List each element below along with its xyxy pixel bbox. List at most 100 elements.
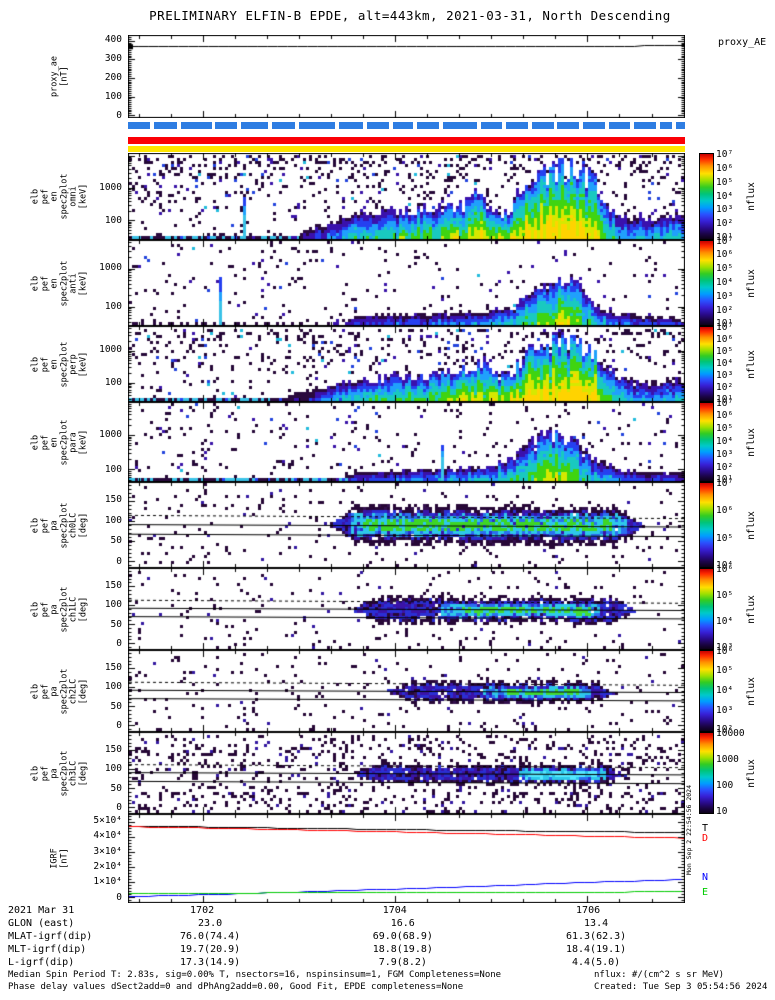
panel-canvas-en_para bbox=[128, 402, 685, 482]
colorbar-tick-label: 10⁵ bbox=[716, 423, 734, 435]
y-tick-label: 100 bbox=[104, 91, 122, 102]
colorbar-tick-label: 10⁷ bbox=[716, 477, 734, 489]
y-tick-label: 200 bbox=[104, 71, 122, 83]
y-tick-label: 0 bbox=[116, 720, 122, 732]
colorbar-tick-label: 10³ bbox=[716, 290, 734, 302]
colorbar-tick-label: 10⁵ bbox=[716, 345, 734, 357]
y-tick-label: 0 bbox=[116, 891, 122, 903]
y-tick-label: 5×10⁴ bbox=[93, 814, 122, 826]
table-row-label: GLON (east) bbox=[8, 918, 75, 929]
y-tick-label: 100 bbox=[104, 599, 122, 611]
y-tick-label: 100 bbox=[104, 763, 122, 775]
colorbar-en_perp bbox=[699, 326, 714, 402]
colorbar-tick-label: 10⁵ bbox=[716, 589, 734, 601]
availability-bar-segment bbox=[557, 122, 580, 129]
colorbar-tick-label: 10⁶ bbox=[716, 249, 734, 261]
y-tick-label: 0 bbox=[116, 638, 122, 650]
availability-bar-segment bbox=[506, 122, 528, 129]
table-row-label: MLT-igrf(dip) bbox=[8, 944, 87, 955]
y-tick-label: 100 bbox=[104, 377, 122, 388]
table-row-label: MLAT-igrf(dip) bbox=[8, 931, 93, 942]
y-tick-label: 50 bbox=[110, 618, 122, 630]
table-cell-value: 13.4 bbox=[584, 918, 609, 929]
y-tick-label: 0 bbox=[116, 802, 122, 814]
colorbar-tick-label: 10⁶ bbox=[716, 410, 734, 422]
availability-bar-segment bbox=[298, 122, 336, 129]
x-axis-tick-label: 1704 bbox=[382, 905, 407, 916]
colorbar-tick-label: 10⁴ bbox=[716, 560, 734, 572]
colorbar-unit-wrap-en_anti: nflux bbox=[744, 240, 758, 326]
y-tick-label: 50 bbox=[110, 700, 122, 712]
series-label-T: T bbox=[702, 823, 709, 835]
colorbar-tick-label: 10⁴ bbox=[716, 616, 734, 628]
x-axis-tick-label: 1706 bbox=[576, 905, 601, 916]
colorbar-tick-label: 10⁷ bbox=[716, 148, 734, 160]
proxy-ae-right-label: proxy_AE bbox=[718, 37, 767, 48]
y-tick-label: 300 bbox=[104, 52, 122, 64]
colorbar-tick-label: 10⁵ bbox=[716, 665, 734, 677]
colorbar-tick-label: 10³ bbox=[716, 642, 734, 654]
availability-bar-segment bbox=[180, 122, 212, 129]
footer-created: Created: Tue Sep 3 05:54:56 2024 bbox=[594, 982, 768, 992]
y-tick-label: 150 bbox=[104, 743, 122, 755]
colorbar-tick-label: 10⁵ bbox=[716, 532, 734, 544]
availability-bar-segment bbox=[366, 122, 389, 129]
availability-bar-segment bbox=[417, 122, 439, 129]
colorbar-unit-wrap-en_perp: nflux bbox=[744, 326, 758, 402]
y-tick-label: 0 bbox=[116, 110, 122, 122]
colorbar-unit-label: nflux bbox=[745, 758, 757, 788]
availability-bar-segment bbox=[480, 122, 503, 129]
colorbar-tick-label: 1000 bbox=[716, 753, 739, 765]
colorbar-tick-label: 10² bbox=[716, 304, 734, 316]
availability-bar-segment bbox=[154, 122, 177, 129]
panel-ylabel-text-en_perp: elb pef en spec2plot perp [keV] bbox=[30, 340, 89, 388]
y-tick-label: 4×10⁴ bbox=[93, 830, 122, 842]
colorbar-tick-label: 10⁷ bbox=[716, 235, 734, 247]
colorbar-tick-label: 10⁶ bbox=[716, 505, 734, 517]
y-tick-label: 150 bbox=[104, 579, 122, 591]
colorbar-tick-label: 10³ bbox=[716, 704, 734, 716]
availability-bar-segment bbox=[272, 122, 296, 129]
plot-title: PRELIMINARY ELFIN-B EPDE, alt=443km, 202… bbox=[149, 8, 671, 23]
colorbar-unit-wrap-pa_ch3: nflux bbox=[744, 732, 758, 814]
table-cell-value: 76.0(74.4) bbox=[179, 931, 241, 942]
x-axis-tick-label: 1702 bbox=[190, 905, 215, 916]
y-tick-label: 0 bbox=[116, 555, 122, 567]
y-tick-label: 100 bbox=[104, 214, 122, 226]
panel-canvas-proxy_ae bbox=[128, 35, 685, 118]
y-tick-label: 100 bbox=[104, 464, 122, 475]
colorbar-tick-label: 10⁵ bbox=[716, 176, 734, 188]
footer-line-2: Phase delay values dSect2add=0 and dPhAn… bbox=[8, 982, 464, 992]
availability-bar-segment bbox=[215, 122, 238, 129]
colorbar-tick-label: 10000 bbox=[716, 727, 745, 739]
colorbar-tick-label: 10² bbox=[716, 218, 734, 230]
colorbar-tick-label: 10⁶ bbox=[716, 645, 734, 657]
availability-bar-segment bbox=[442, 122, 477, 129]
colorbar-unit-wrap-en_omni: nflux bbox=[744, 153, 758, 240]
colorbar-tick-label: 10⁴ bbox=[716, 685, 734, 696]
y-tick-label: 2×10⁴ bbox=[93, 860, 122, 872]
colorbar-tick-label: 10¹ bbox=[716, 318, 734, 330]
colorbar-tick-label: 10⁴ bbox=[716, 190, 734, 202]
y-tick-label: 1000 bbox=[99, 344, 122, 356]
colorbar-tick-label: 10⁵ bbox=[716, 263, 734, 275]
table-cell-value: 61.3(62.3) bbox=[565, 931, 627, 942]
availability-bar-segment bbox=[634, 122, 657, 129]
panel-canvas-en_anti bbox=[128, 240, 685, 326]
colorbar-tick-label: 10⁴ bbox=[716, 358, 734, 369]
series-label-E: E bbox=[702, 887, 709, 899]
colorbar-en_omni bbox=[699, 153, 714, 240]
colorbar-tick-label: 10⁶ bbox=[716, 333, 734, 345]
footer-units: nflux: #/(cm^2 s sr MeV) bbox=[594, 970, 725, 980]
colorbar-tick-label: 10³ bbox=[716, 204, 734, 216]
colorbar-en_para bbox=[699, 402, 714, 482]
y-tick-label: 400 bbox=[104, 33, 122, 45]
availability-bar-segment bbox=[128, 122, 151, 129]
panel-canvas-pa_ch0 bbox=[128, 482, 685, 568]
availability-bar-segment bbox=[392, 122, 414, 129]
y-tick-label: 50 bbox=[110, 782, 122, 794]
colorbar-unit-wrap-en_para: nflux bbox=[744, 402, 758, 482]
y-tick-label: 1×10⁴ bbox=[93, 876, 122, 888]
colorbar-pa_ch0 bbox=[699, 482, 714, 568]
